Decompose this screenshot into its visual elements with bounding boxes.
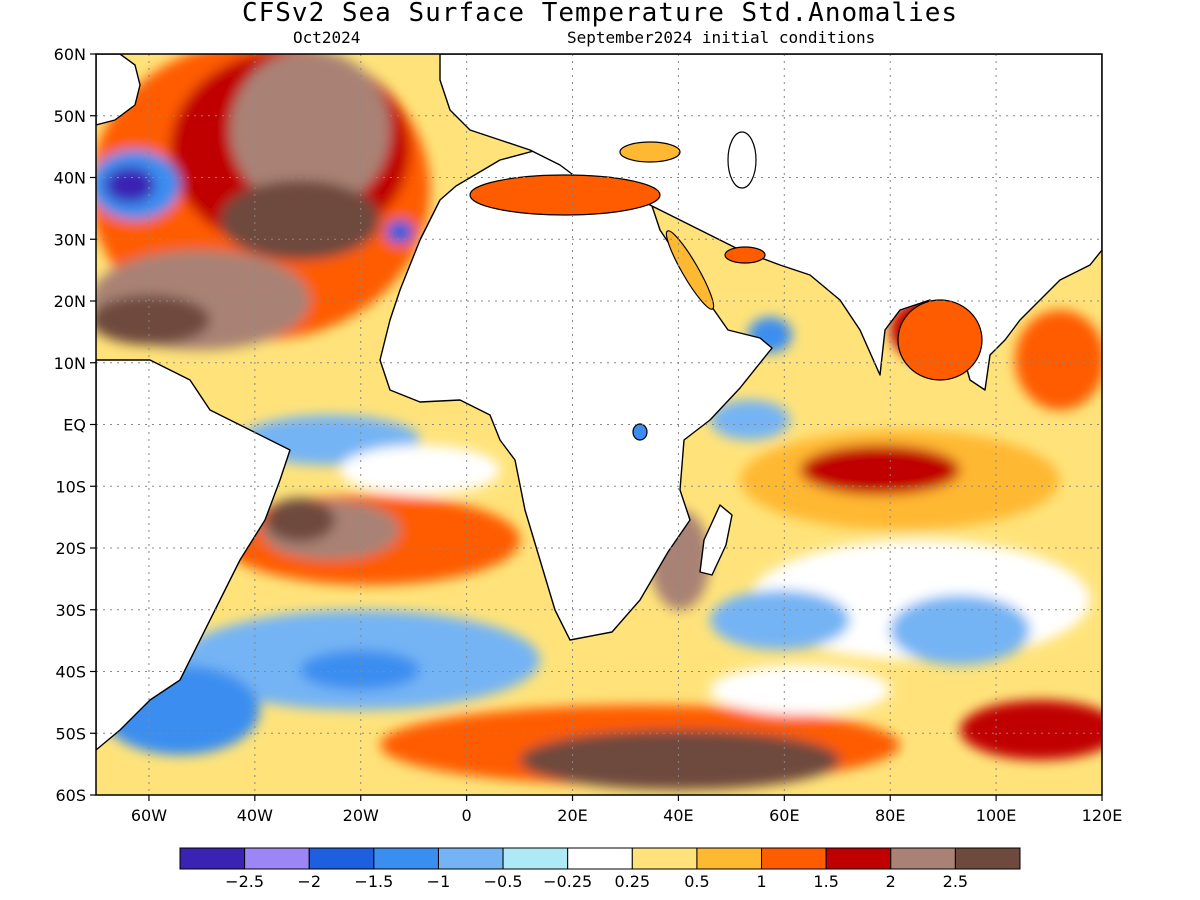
lat-tick-label: 20S [55,539,86,558]
colorbar-label: 2 [886,872,896,891]
colorbar-swatch [954,847,1021,870]
lat-tick-label: 10S [55,477,86,496]
lon-tick-label: 40E [663,806,693,825]
black-sea [619,141,681,163]
colorbar-label: −0.5 [484,872,523,891]
mediterranean-sea [469,174,661,216]
colorbar-label: 1 [756,872,766,891]
colorbar-swatch [502,847,569,870]
colorbar-label: −1.5 [354,872,393,891]
lat-tick-label: 20N [54,292,86,311]
map-grid [96,54,1102,795]
lat-tick-label: 60S [55,786,86,805]
lake-victoria [632,423,648,441]
lon-tick-label: 60E [769,806,799,825]
initial-conditions-label: September2024 initial conditions [567,28,876,47]
lon-tick-label: 60W [131,806,167,825]
lat-tick-label: 30S [55,601,86,620]
colorbar-swatch [631,847,698,870]
colorbar-swatch [761,847,827,870]
lat-tick-label: 50N [54,107,86,126]
valid-month-label: Oct2024 [293,28,361,47]
colorbar-swatch [437,847,504,870]
lat-tick-label: 30N [54,230,86,249]
colorbar-swatch [244,847,310,870]
colorbar-label: −1 [427,872,451,891]
lon-tick-label: 0 [462,806,472,825]
lon-tick-label: 100E [976,806,1017,825]
lon-tick-label: 40W [237,806,273,825]
caspian-sea [727,131,757,189]
longitude-axis: 60W 40W 20W 0 20E 40E 60E 80E 100E 120E [131,795,1122,825]
map-title: CFSv2 Sea Surface Temperature Std.Anomal… [241,0,959,28]
lat-tick-label: 40N [54,169,86,188]
lon-tick-label: 120E [1082,806,1123,825]
colorbar-label: −2.5 [225,872,264,891]
latitude-axis: 60N 50N 40N 30N 20N 10N EQ 10S 20S 30S 40S 50S 60S [54,45,96,805]
lat-tick-label: 50S [55,724,86,743]
bay-of-bengal [897,299,983,381]
colorbar-swatch [308,847,375,870]
colorbar-swatch [890,847,956,870]
colorbar-swatch [373,847,439,870]
colorbar: −2.5 −2 −1.5 −1 −0.5 −0.25 0.25 0.5 1 1.5 2 2.5 [179,847,1021,891]
colorbar-label: 0.25 [614,872,650,891]
south-america-landmass [96,359,291,751]
colorbar-label: 2.5 [943,872,968,891]
lon-tick-label: 20W [343,806,379,825]
lat-tick-label: 60N [54,45,86,64]
lat-tick-label: 40S [55,663,86,682]
lat-tick-label: 10N [54,354,86,373]
colorbar-swatch [567,847,633,870]
land-masses [96,54,1102,751]
madagascar-landmass [699,504,733,576]
lon-tick-label: 20E [557,806,587,825]
colorbar-label: 1.5 [813,872,838,891]
colorbar-label: −2 [297,872,321,891]
lon-tick-label: 80E [875,806,905,825]
colorbar-swatch [179,847,246,870]
colorbar-swatch [696,847,763,870]
persian-gulf [724,246,766,264]
north-america-landmass [96,54,141,126]
colorbar-label: 0.5 [684,872,709,891]
colorbar-label: −0.25 [543,872,592,891]
lat-tick-label: EQ [63,416,86,435]
colorbar-swatch [825,847,892,870]
